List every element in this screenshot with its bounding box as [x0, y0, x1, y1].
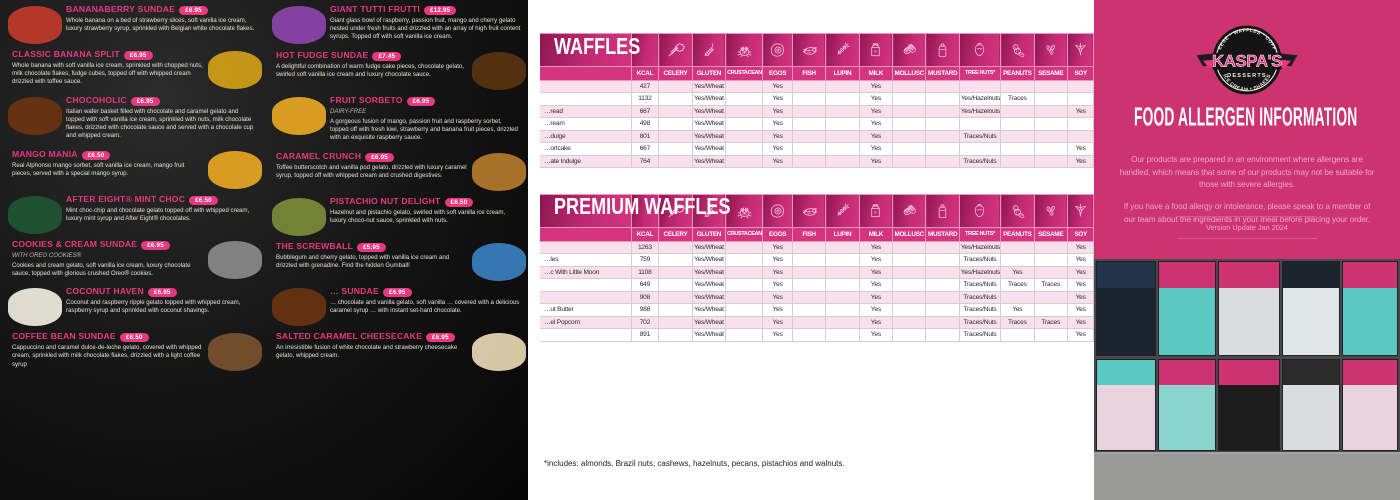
svg-text:KASPA'S: KASPA'S: [1212, 51, 1282, 70]
svg-text:DESSERTS: DESSERTS: [1227, 73, 1267, 79]
